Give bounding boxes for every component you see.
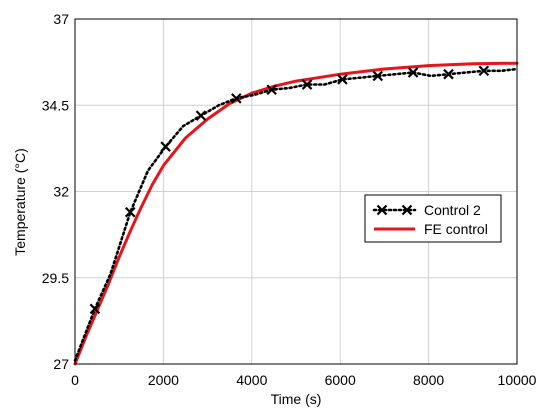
data-point-control-2 <box>124 206 136 218</box>
legend-marker-control-2 <box>376 204 413 216</box>
series-layer <box>73 61 519 366</box>
x-tick-label: 10000 <box>498 372 537 388</box>
x-marker-stroke <box>372 70 384 82</box>
legend-box <box>364 194 502 243</box>
x-marker-stroke <box>443 68 454 80</box>
data-point-control-2 <box>478 65 490 77</box>
y-tick-label: 32 <box>53 184 69 200</box>
legend-x-marker <box>376 204 388 216</box>
x-tick-label: 8000 <box>413 372 444 388</box>
y-tick-label: 37 <box>53 11 69 27</box>
x-marker-stroke <box>124 206 136 218</box>
x-marker-stroke <box>231 93 242 104</box>
data-point-control-2 <box>337 74 348 85</box>
series-line-control-2 <box>73 67 519 362</box>
x-marker-stroke <box>478 65 490 77</box>
data-point-control-2 <box>372 70 384 82</box>
x-tick-label: 0 <box>71 372 79 388</box>
series-line-fe-control <box>73 61 519 366</box>
data-point-control-2 <box>195 110 207 121</box>
y-axis-title: Temperature (°C) <box>12 148 28 256</box>
x-marker-stroke <box>407 67 419 78</box>
data-point-control-2 <box>443 68 454 80</box>
legend: Control 2 FE control <box>364 194 502 243</box>
plot-frame <box>74 18 518 365</box>
legend-label-control-2: Control 2 <box>424 202 481 218</box>
y-tick-label: 27 <box>53 356 69 372</box>
x-marker-stroke <box>301 79 313 90</box>
x-marker-stroke <box>89 303 101 315</box>
data-point-control-2 <box>301 79 313 90</box>
x-marker-stroke <box>376 204 388 216</box>
y-tick-label: 29.5 <box>42 270 69 286</box>
ticks: 0 2000 4000 6000 8000 10000 27 29.5 32 34.5 37 <box>42 11 537 388</box>
y-tick-label: 34.5 <box>42 97 69 113</box>
legend-label-fe-control: FE control <box>424 221 488 237</box>
data-point-control-2 <box>89 303 101 315</box>
x-tick-label: 6000 <box>325 372 356 388</box>
data-point-control-2 <box>160 141 171 152</box>
x-tick-label: 4000 <box>236 372 267 388</box>
x-tick-label: 2000 <box>148 372 179 388</box>
x-marker-stroke <box>266 84 277 96</box>
x-axis-title: Time (s) <box>271 391 322 407</box>
x-marker-stroke <box>160 141 171 152</box>
legend-x-marker <box>401 204 413 216</box>
data-point-control-2 <box>407 67 419 78</box>
data-point-control-2 <box>266 84 277 96</box>
x-marker-stroke <box>195 110 207 121</box>
x-marker-stroke <box>337 74 348 85</box>
data-point-control-2 <box>231 93 242 104</box>
x-marker-stroke <box>401 204 413 216</box>
